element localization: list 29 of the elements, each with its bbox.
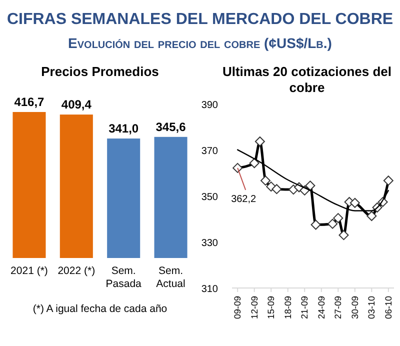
x-tick-label: Sem. Pasada	[106, 265, 142, 290]
data-label: 409,4	[61, 98, 92, 112]
y-tick-label: 350	[201, 192, 218, 203]
x-tick-label: 2022 (*)	[58, 265, 96, 277]
x-tick-label: Sem. Actual	[156, 265, 186, 290]
annotation: 362,2	[231, 194, 257, 205]
x-tick-label: 30-09	[350, 296, 360, 320]
y-tick-label: 330	[201, 238, 218, 249]
x-tick-label: 27-09	[333, 296, 344, 320]
x-tick-label: 03-10	[366, 296, 377, 320]
x-tick-label: 06-10	[383, 296, 394, 320]
x-tick-label: 21-09	[300, 296, 310, 320]
chart-title: Precios Promedios	[41, 64, 159, 79]
y-tick-label: 310	[201, 284, 218, 295]
x-tick-label: 2021 (*)	[10, 265, 48, 277]
y-tick-label: 390	[201, 100, 218, 111]
text: Evolución del precio del cobre (¢US$/Lb.)	[68, 35, 332, 51]
text: (*) A igual fecha de cada año	[32, 303, 168, 315]
x-tick-label: 12-09	[249, 296, 260, 320]
data-label: 341,0	[108, 122, 139, 136]
x-tick-label: 24-09	[316, 296, 326, 320]
x-tick-label: 09-09	[232, 296, 243, 320]
x-tick-label: 18-09	[282, 296, 293, 320]
y-tick-label: 370	[201, 146, 218, 157]
chart-title: Ultimas 20 cotizaciones del cobre	[222, 64, 392, 95]
x-tick-label: 15-09	[266, 296, 276, 320]
text: CIFRAS SEMANALES DEL MERCADO DEL COBRE	[6, 11, 394, 28]
data-label: 416,7	[14, 95, 45, 109]
data-label: 345,6	[156, 120, 186, 134]
